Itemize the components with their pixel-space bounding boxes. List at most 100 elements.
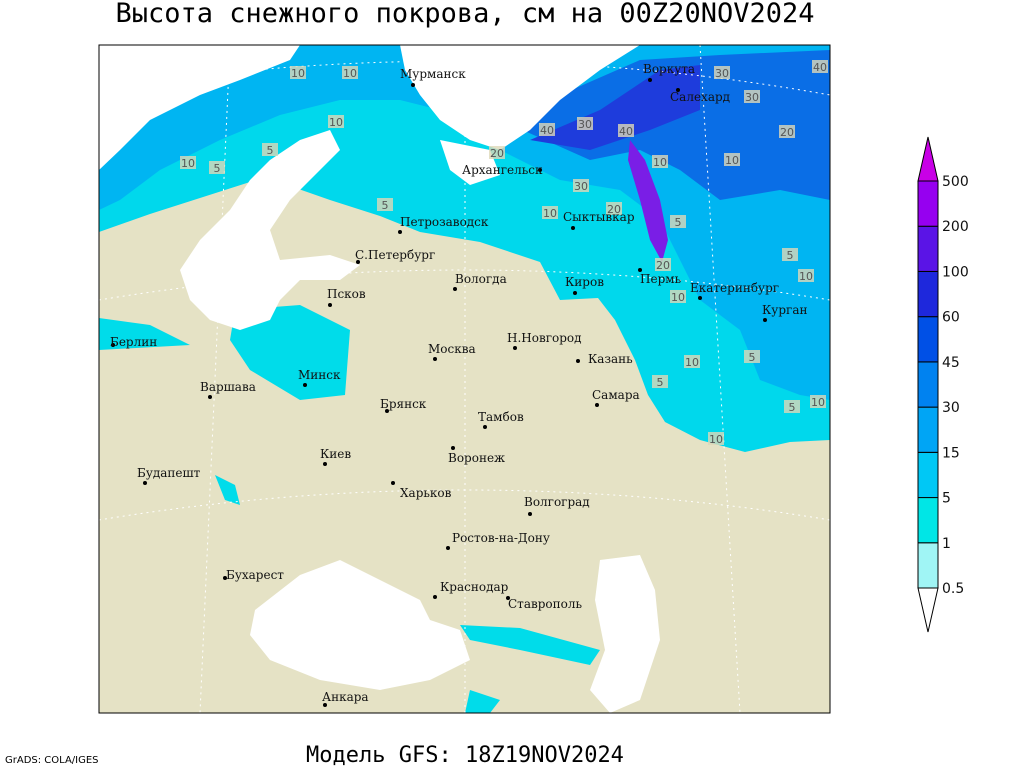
contour-label-box	[262, 143, 278, 156]
colorbar-label: 5	[942, 491, 951, 507]
contour-label: 5	[675, 216, 682, 229]
city-label: Брянск	[380, 397, 427, 411]
contour-label: 20	[490, 147, 504, 160]
contour-label-box	[577, 117, 593, 130]
city-dot	[303, 383, 307, 387]
city-label: Екатеринбург	[690, 281, 779, 295]
city-label: Мурманск	[400, 67, 466, 81]
city-label: Н.Новгород	[507, 331, 582, 345]
contour-label: 40	[540, 124, 554, 137]
city-label: Берлин	[110, 335, 157, 349]
contour-label: 20	[607, 203, 621, 216]
city-label: Минск	[298, 368, 341, 382]
contour-label: 10	[291, 67, 305, 80]
city-dot	[538, 168, 542, 172]
contour-label-box	[652, 375, 668, 388]
colorbar-label: 15	[942, 445, 960, 461]
city-dot	[223, 576, 227, 580]
city-label: Курган	[762, 303, 807, 317]
city-label: Вологда	[455, 272, 507, 286]
city-label: Киев	[320, 447, 351, 461]
contour-label: 40	[813, 61, 827, 74]
contour-label-box	[290, 66, 306, 79]
contour-label-box	[209, 161, 225, 174]
snow-patches	[99, 305, 600, 713]
contour-label-box	[606, 202, 622, 215]
city-label: Киров	[565, 275, 604, 289]
city-dot	[483, 425, 487, 429]
contour-label-box	[714, 66, 730, 79]
contour-label: 10	[653, 156, 667, 169]
contour-label-box	[798, 269, 814, 282]
map: 10 10 40 30 30 40 30 40 20 20 10 10 30 10 5 10 5 10 20 5 5 5 2…	[99, 45, 830, 713]
colorbar-label: 500	[942, 174, 969, 190]
city-label: Анкара	[322, 690, 369, 704]
contour-label-box	[539, 123, 555, 136]
contour-label-box	[652, 155, 668, 168]
contour-label: 30	[578, 118, 592, 131]
city-dot	[446, 546, 450, 550]
city-dot	[451, 446, 455, 450]
credit: GrADS: COLA/IGES	[5, 755, 99, 766]
contour-label-box	[779, 125, 795, 138]
contour-label: 10	[181, 157, 195, 170]
city-dot	[763, 318, 767, 322]
contour-label-box	[180, 156, 196, 169]
city-label: Воркута	[643, 62, 695, 76]
city-label: Волгоград	[524, 495, 590, 509]
contour-label: 20	[656, 259, 670, 272]
contour-label: 5	[749, 351, 756, 364]
contour-label-box	[684, 355, 700, 368]
contour-label-box	[377, 198, 393, 211]
graticule	[99, 45, 830, 713]
city-label: Варшава	[200, 380, 256, 394]
colorbar-box	[917, 361, 939, 408]
colorbar-box	[917, 270, 939, 318]
contour-label-box	[744, 350, 760, 363]
contour-label: 10	[329, 116, 343, 129]
city-dot	[573, 291, 577, 295]
city-label: Ставрополь	[508, 597, 582, 611]
snow-cover-heavy	[500, 50, 830, 200]
contour-label: 5	[214, 162, 221, 175]
contour-label: 10	[543, 207, 557, 220]
contour-label: 10	[685, 356, 699, 369]
contour-label: 30	[745, 91, 759, 104]
contour-label: 10	[343, 67, 357, 80]
city-dot	[638, 268, 642, 272]
city-dot	[398, 230, 402, 234]
city-dot	[208, 395, 212, 399]
southern-seas	[250, 555, 660, 713]
contour-label: 10	[671, 291, 685, 304]
city-dot	[385, 409, 389, 413]
colorbar-box	[917, 542, 939, 589]
contour-label-box	[708, 432, 724, 445]
contour-label-box	[784, 400, 800, 413]
colorbar-label: 1	[942, 536, 951, 552]
model-caption: Модель GFS: 18Z19NOV2024	[306, 743, 624, 768]
contour-label-box	[542, 206, 558, 219]
contour-label-box	[573, 179, 589, 192]
city-dot	[433, 595, 437, 599]
city-dot	[143, 481, 147, 485]
colorbar-box	[917, 180, 939, 227]
colorbar-label: 45	[942, 355, 960, 371]
colorbar-box	[917, 451, 939, 499]
contour-label: 10	[709, 433, 723, 446]
contour-label-box	[655, 258, 671, 271]
city-dot	[595, 403, 599, 407]
city-label: Воронеж	[448, 451, 505, 465]
city-label: Псков	[327, 287, 366, 301]
baltic-sea	[180, 130, 360, 330]
colorbar-box	[917, 406, 939, 453]
city-label: Пермь	[640, 272, 682, 286]
contour-label: 5	[789, 401, 796, 414]
city-label: Краснодар	[440, 580, 509, 594]
city-dot	[391, 481, 395, 485]
colorbar-box	[917, 497, 939, 544]
contour-label: 10	[725, 154, 739, 167]
contour-label: 30	[715, 67, 729, 80]
colorbar-label: 60	[942, 310, 960, 326]
sea-north	[99, 45, 640, 185]
